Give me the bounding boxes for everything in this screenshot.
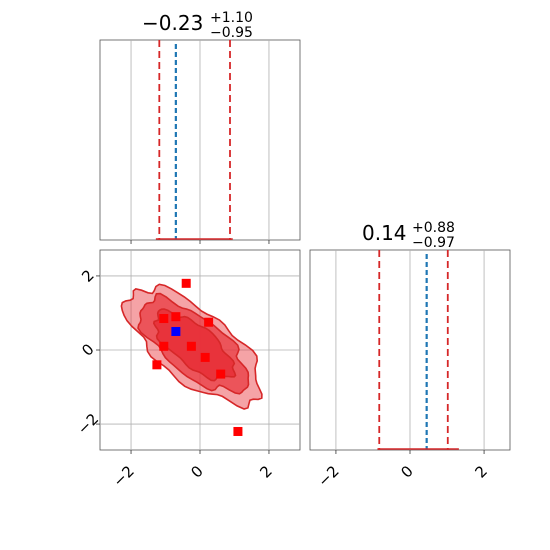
grid-lines <box>130 40 270 240</box>
highlight-point <box>171 326 181 336</box>
x-tick-labels: −2 0 2 <box>109 462 275 490</box>
grid-lines <box>335 250 485 450</box>
title-param1-plus: +1.10 <box>210 10 253 26</box>
scatter-point <box>204 317 214 327</box>
scatter-point <box>216 369 226 379</box>
scatter-point <box>233 426 243 436</box>
scatter-point <box>152 360 162 370</box>
joint-panel: −2 0 2 −2 0 2 <box>74 249 301 490</box>
title-param2-minus: −0.97 <box>412 235 455 251</box>
x-tick-label: 0 <box>397 462 416 481</box>
x-tick-label: 2 <box>256 462 275 481</box>
scatter-point <box>159 314 169 324</box>
y-tick-label: −2 <box>74 410 102 438</box>
title-param2: 0.14 <box>362 221 407 245</box>
x-tick-label: 0 <box>187 462 206 481</box>
x-tick-labels: −2 0 2 <box>314 462 491 490</box>
scatter-point <box>159 341 169 351</box>
scatter-points <box>152 278 243 436</box>
scatter-point <box>186 341 196 351</box>
marginal-panel-param1: −0.23 +1.10 −0.95 <box>99 10 301 244</box>
title-param1: −0.23 <box>142 11 203 35</box>
y-tick-label: 0 <box>78 340 97 359</box>
x-tick-label: −2 <box>109 462 137 490</box>
marks <box>335 250 485 454</box>
scatter-point <box>171 312 181 322</box>
x-tick-label: 2 <box>471 462 490 481</box>
y-tick-label: 2 <box>78 266 97 285</box>
scatter-point <box>181 278 191 288</box>
title-param2-plus: +0.88 <box>412 220 455 236</box>
title-param1-minus: −0.95 <box>210 25 253 41</box>
x-tick-label: −2 <box>314 462 342 490</box>
scatter-point <box>200 352 210 362</box>
marginal-panel-param2: −2 0 2 0.14 +0.88 −0.97 <box>309 220 511 490</box>
y-tick-labels: −2 0 2 <box>74 266 102 438</box>
marks <box>130 40 270 244</box>
